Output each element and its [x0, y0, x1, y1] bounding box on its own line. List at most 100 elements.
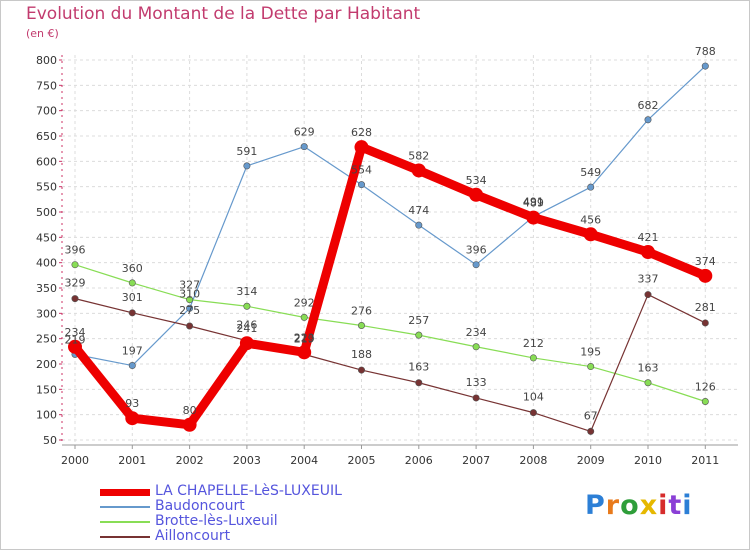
- y-tick-label: 200: [36, 358, 57, 371]
- y-tick-label: 150: [36, 383, 57, 396]
- series-line-3: [74, 293, 706, 432]
- data-point: [357, 366, 365, 374]
- data-label: 246: [236, 319, 257, 332]
- data-label: 223: [294, 331, 315, 344]
- data-label: 489: [523, 197, 544, 210]
- data-label: 80: [183, 404, 197, 417]
- data-point: [128, 279, 136, 287]
- data-point: [644, 379, 652, 387]
- data-label: 374: [695, 255, 716, 268]
- legend-label: Brotte-lès-Luxeuil: [155, 513, 278, 529]
- data-label: 310: [179, 287, 200, 300]
- data-point: [698, 268, 713, 283]
- data-point: [186, 322, 194, 330]
- data-point: [587, 427, 595, 435]
- data-label: 396: [466, 244, 487, 257]
- series-line-0: [70, 142, 710, 430]
- data-point: [128, 362, 136, 370]
- data-point: [472, 261, 480, 269]
- series-layer: [68, 62, 713, 435]
- data-label: 219: [65, 333, 86, 346]
- data-point: [472, 343, 480, 351]
- x-tick-label: 2001: [118, 454, 146, 467]
- logo-letter: i: [658, 490, 669, 521]
- data-label: 197: [122, 345, 143, 358]
- data-label: 93: [125, 397, 139, 410]
- y-tick-label: 600: [36, 155, 57, 168]
- x-tick-label: 2011: [691, 454, 719, 467]
- y-tick-label: 400: [36, 257, 57, 270]
- data-point: [354, 140, 369, 155]
- x-tick-label: 2000: [61, 454, 89, 467]
- data-label: 292: [294, 296, 315, 309]
- legend-label: Ailloncourt: [155, 528, 231, 544]
- data-point: [68, 339, 82, 354]
- data-label: 219: [294, 332, 315, 345]
- data-label: 234: [466, 326, 487, 339]
- legend-item: Brotte-lès-Luxeuil: [100, 513, 360, 530]
- data-labels: 219 197 310 591 629 554 474 396 491 549 682 788 396 3…: [65, 45, 716, 422]
- data-point: [701, 319, 709, 327]
- data-point: [529, 409, 537, 417]
- data-point: [182, 417, 197, 432]
- x-tick-label: 2002: [176, 454, 204, 467]
- data-point: [357, 181, 365, 189]
- legend-swatch: [100, 521, 150, 523]
- logo-letter: i: [682, 490, 693, 521]
- legend-swatch: [100, 506, 150, 508]
- data-point: [583, 227, 598, 242]
- x-tick-label: 2008: [519, 454, 547, 467]
- logo-letter: r: [605, 490, 621, 521]
- data-label: 549: [580, 166, 601, 179]
- data-point: [128, 309, 136, 317]
- data-label: 474: [408, 204, 429, 217]
- data-label: 534: [466, 174, 487, 187]
- data-point: [587, 363, 595, 371]
- proxiti-logo: Proxiti: [585, 490, 693, 521]
- data-label: 188: [351, 348, 372, 361]
- legend-label: Baudoncourt: [155, 498, 245, 514]
- data-point: [415, 331, 423, 339]
- y-tick-label: 550: [36, 181, 57, 194]
- data-point: [644, 116, 652, 124]
- data-label: 421: [638, 231, 659, 244]
- data-label: 591: [236, 145, 257, 158]
- data-label: 628: [351, 126, 372, 139]
- data-label: 212: [523, 337, 544, 350]
- plot-area: [62, 55, 738, 445]
- data-point: [469, 187, 484, 202]
- data-label: 275: [179, 304, 200, 317]
- data-label: 314: [236, 285, 257, 298]
- data-label: 301: [122, 291, 143, 304]
- data-label: 682: [638, 99, 659, 112]
- data-label: 276: [351, 304, 372, 317]
- data-label: 257: [408, 314, 429, 327]
- data-point: [239, 336, 254, 351]
- data-label: 554: [351, 164, 372, 177]
- data-point: [243, 162, 251, 170]
- x-tick-label: 2004: [290, 454, 318, 467]
- x-tick-label: 2006: [405, 454, 433, 467]
- legend-swatch: [100, 536, 150, 538]
- data-point: [186, 296, 194, 304]
- x-tick-label: 2010: [634, 454, 662, 467]
- x-tick-label: 2005: [348, 454, 376, 467]
- legend-swatch: [100, 488, 150, 496]
- data-point: [300, 143, 308, 151]
- data-label: 67: [584, 409, 598, 422]
- axes: 50 100 150 200 250 300 350 400 450 500 550 600 650 70…: [36, 54, 738, 467]
- y-tick-label: 300: [36, 307, 57, 320]
- data-label: 163: [408, 361, 429, 374]
- data-label: 329: [65, 277, 86, 290]
- data-label: 788: [695, 45, 716, 58]
- data-point: [71, 261, 79, 269]
- data-label: 241: [236, 322, 257, 335]
- data-point: [71, 295, 79, 303]
- legend-item: Baudoncourt: [100, 498, 360, 515]
- data-label: 327: [179, 279, 200, 292]
- y-tick-label: 650: [36, 130, 57, 143]
- y-tick-label: 100: [36, 409, 57, 422]
- data-point: [529, 354, 537, 362]
- data-point: [415, 221, 423, 229]
